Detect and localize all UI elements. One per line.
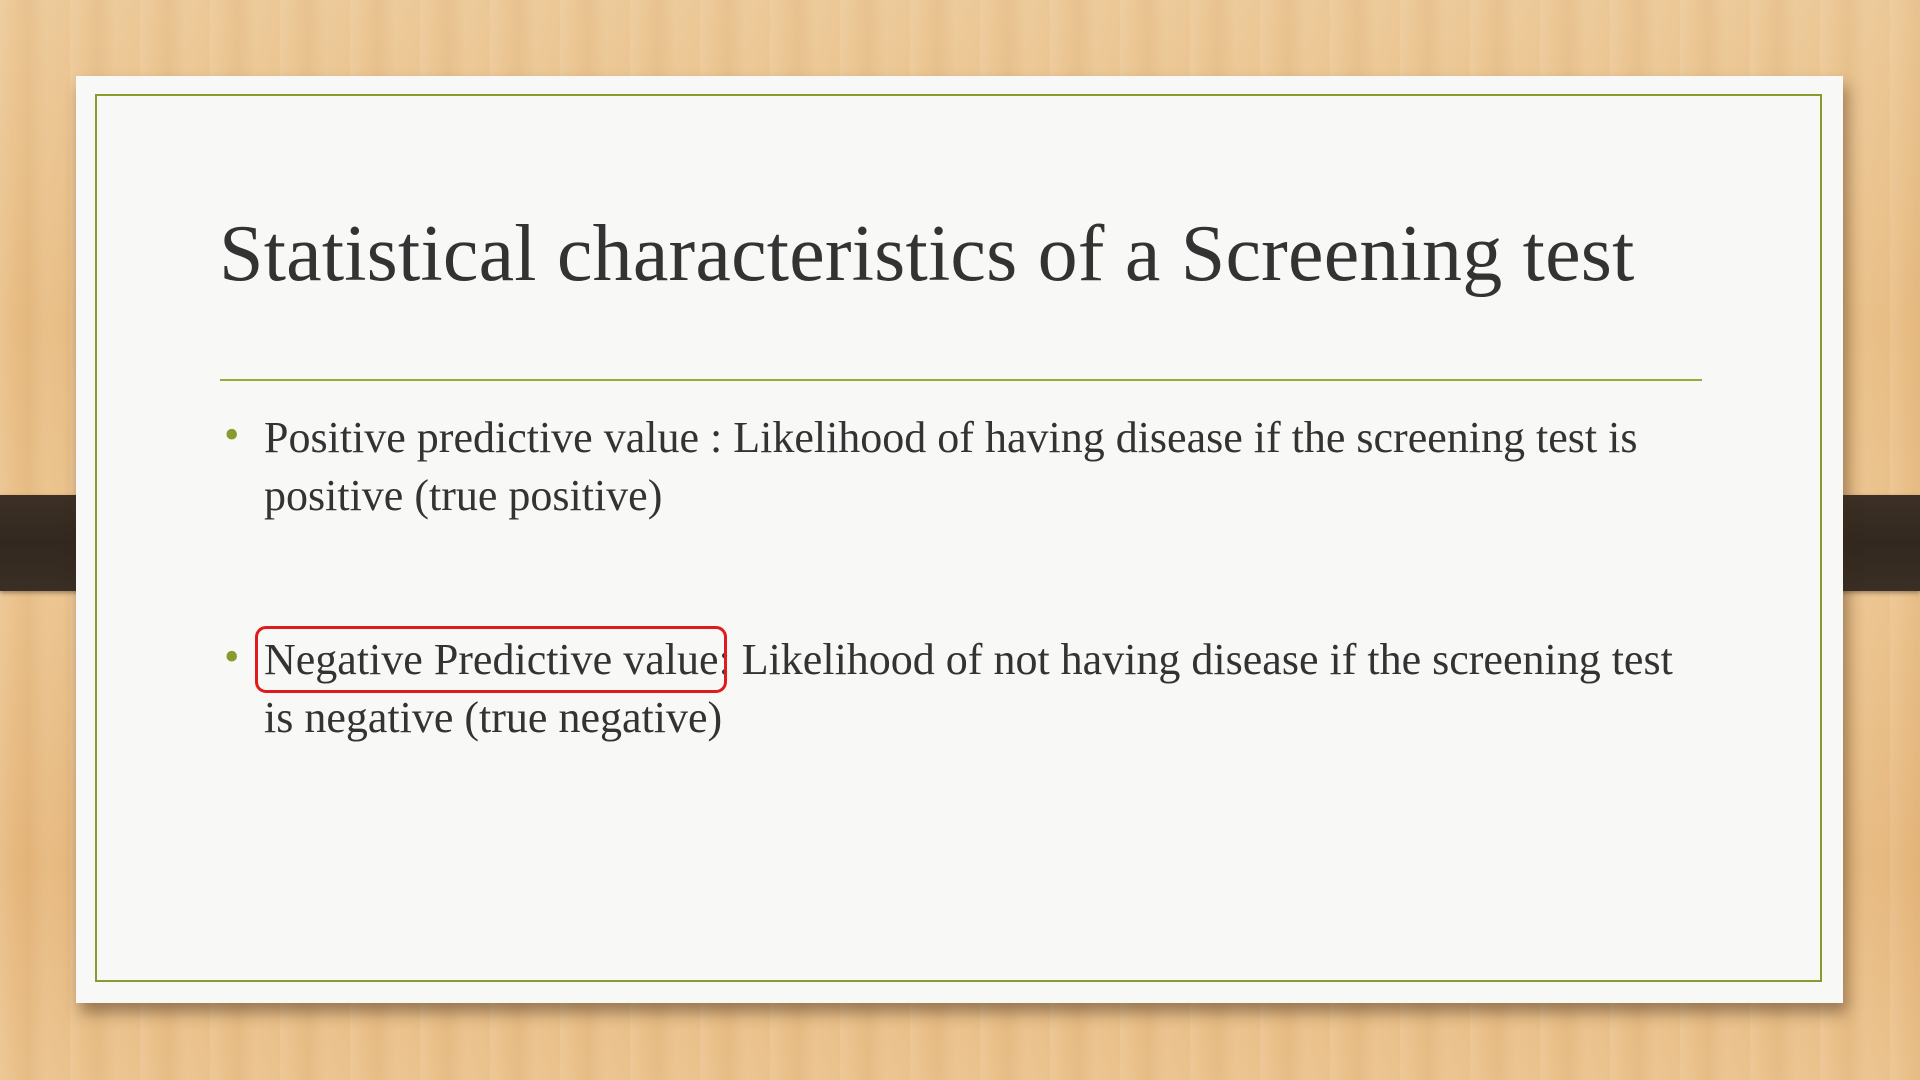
bullet-item-positive-predictive-value: • Positive predictive value : Likelihood… xyxy=(220,409,1710,525)
round-bullet-icon: • xyxy=(224,631,239,683)
slide-title: Statistical characteristics of a Screeni… xyxy=(219,210,1719,298)
highlighted-term-box: Negative Predictive value xyxy=(264,635,718,684)
title-divider xyxy=(220,379,1702,381)
round-bullet-icon: • xyxy=(224,409,239,461)
slide: Statistical characteristics of a Screeni… xyxy=(76,76,1843,1003)
bullet-list: • Positive predictive value : Likelihood… xyxy=(220,409,1710,747)
bullet-term: Positive predictive value xyxy=(264,413,699,462)
bullet-item-negative-predictive-value: • Negative Predictive value: Likelihood … xyxy=(220,631,1710,747)
